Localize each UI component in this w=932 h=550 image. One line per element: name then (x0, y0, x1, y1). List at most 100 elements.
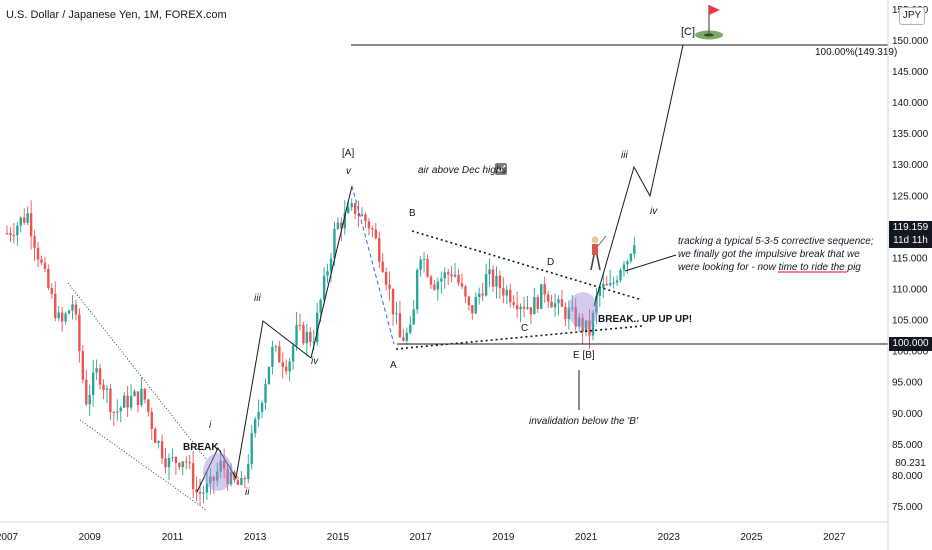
candle-body (457, 274, 460, 284)
candle-body (433, 284, 436, 290)
candle (519, 303, 522, 323)
candle-body (71, 304, 74, 311)
candle (133, 389, 136, 397)
candle-body (284, 366, 288, 372)
candle (288, 358, 291, 382)
candle (384, 267, 388, 291)
candle (460, 273, 464, 290)
candle-body (264, 384, 267, 403)
price-tick-label: 85.000 (892, 440, 923, 451)
candle-body (91, 372, 95, 396)
candle (298, 313, 302, 331)
candle (484, 263, 488, 297)
candle-body (216, 471, 219, 481)
candle (498, 270, 502, 299)
candle-body (591, 312, 595, 336)
candle-body (512, 302, 515, 305)
candle (240, 470, 243, 486)
candle-body (471, 305, 474, 314)
candle (174, 456, 178, 475)
candle (481, 282, 484, 302)
candle-body (450, 274, 453, 277)
candle (191, 450, 195, 499)
candle-body (178, 462, 181, 468)
candle (40, 255, 43, 266)
candle-body (43, 262, 47, 269)
candle-body (295, 324, 298, 346)
candle (415, 268, 419, 314)
candle (391, 288, 395, 326)
candle-body (381, 261, 384, 272)
candle (581, 313, 584, 345)
candle-body (540, 284, 543, 309)
candle-body (60, 312, 64, 322)
candle-body (574, 307, 577, 327)
candle (26, 206, 29, 226)
time-tick-label: 2009 (79, 532, 102, 543)
candle (219, 450, 222, 479)
time-tick-label: 2023 (658, 532, 681, 543)
candle (571, 295, 574, 312)
candle (185, 456, 188, 470)
candle-body (509, 289, 512, 303)
candle-body (529, 307, 533, 315)
candle-body (198, 491, 202, 494)
candle (474, 292, 477, 314)
candle-body (119, 407, 122, 412)
candle-body (567, 308, 571, 320)
candle-body (436, 281, 440, 290)
candle-body (260, 402, 264, 412)
candle-body (253, 419, 257, 434)
invalidation-label: invalidation below the 'B' (529, 416, 639, 427)
candle (12, 223, 16, 244)
candle (54, 281, 57, 322)
candle-body (395, 313, 398, 315)
candle-body (122, 395, 126, 408)
candle-body (281, 362, 284, 367)
candle-body (50, 288, 54, 294)
candle-body (615, 280, 619, 283)
candle-body (460, 283, 464, 287)
candle (491, 265, 495, 292)
candle (350, 198, 353, 211)
candle-body (333, 228, 336, 259)
candle-body (36, 247, 40, 260)
candle (109, 383, 112, 421)
candle-body (495, 275, 498, 287)
candle (91, 359, 95, 407)
candle (633, 237, 636, 259)
wave-path-projection (593, 44, 684, 307)
candle (422, 251, 426, 273)
candlestick-series (5, 198, 636, 506)
wave-iv-label-2: iv (650, 206, 658, 217)
candle-body (584, 320, 588, 332)
break-circle-2021 (568, 292, 598, 328)
candle (471, 305, 474, 320)
note-line-3: were looking for - now time to ride the … (678, 262, 861, 273)
wave-v-label: v (346, 166, 352, 177)
candle (271, 340, 274, 375)
candle-body (29, 213, 33, 237)
candle (505, 285, 508, 305)
currency-badge[interactable]: JPY (899, 7, 925, 25)
candle (488, 258, 491, 287)
candle (467, 295, 471, 311)
candle-body (491, 269, 495, 287)
price-tick-label: 95.000 (892, 378, 923, 389)
candle (329, 253, 333, 283)
price-tick-label: 75.000 (892, 502, 923, 513)
ride-the-pig-text: ride the pig (811, 262, 861, 273)
candle-body (374, 229, 378, 239)
candle-body (185, 461, 188, 463)
candle (136, 391, 140, 413)
candle-body (319, 299, 322, 313)
candle (119, 405, 122, 423)
candle-body (360, 214, 364, 216)
golfer-icon (590, 235, 607, 271)
candle-body (519, 306, 522, 310)
price-tick-label: 80.000 (892, 471, 923, 482)
candle (457, 268, 460, 287)
candle (33, 230, 36, 261)
candle-body (378, 238, 381, 262)
